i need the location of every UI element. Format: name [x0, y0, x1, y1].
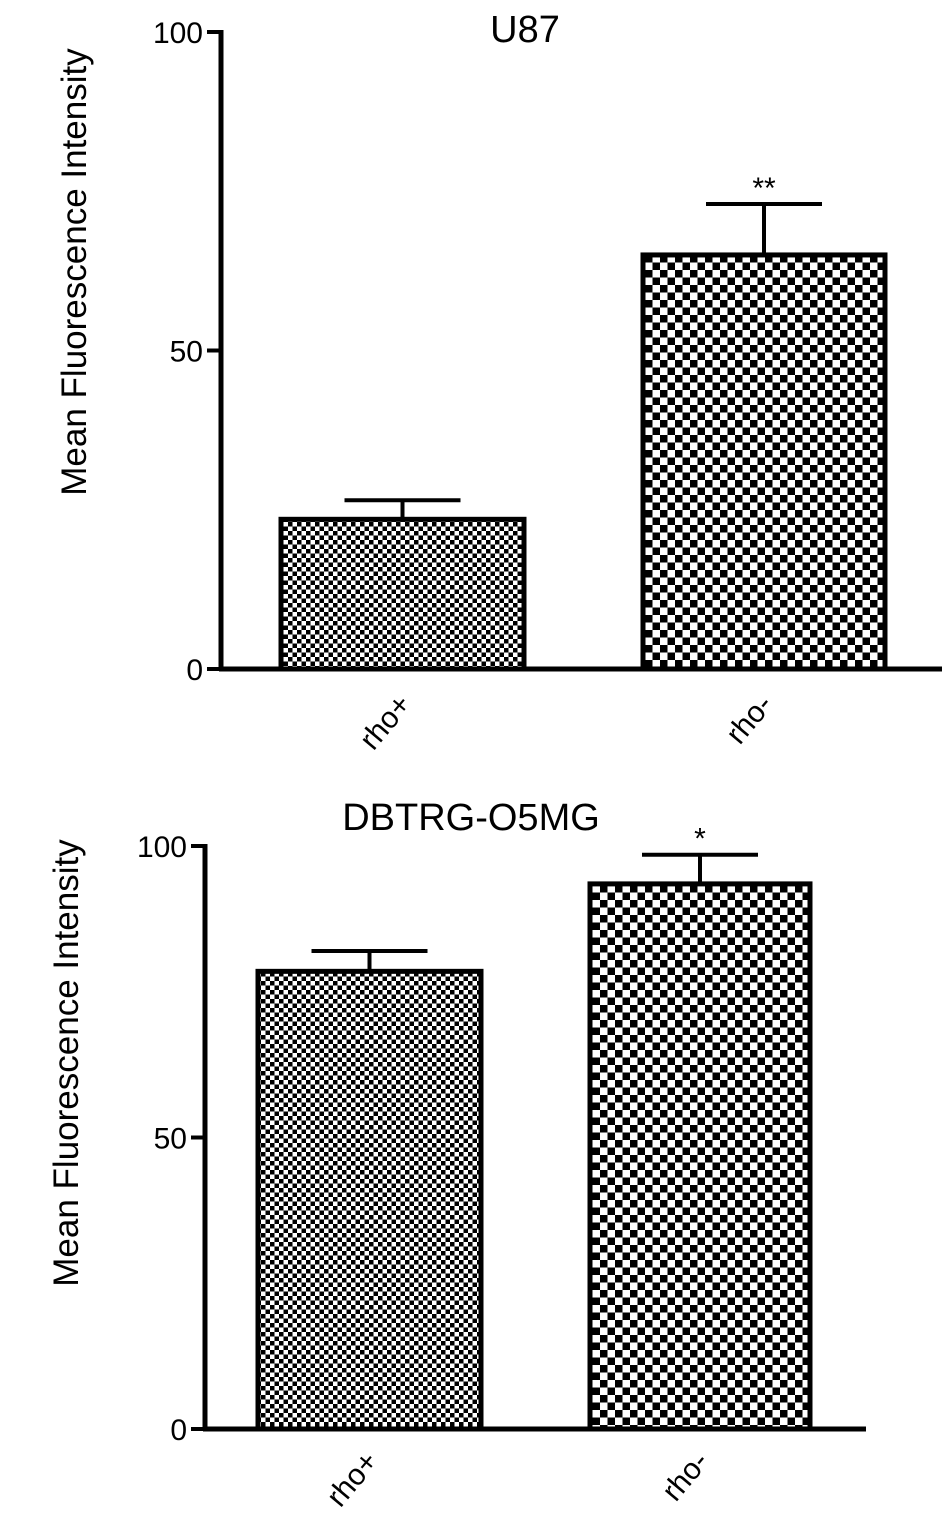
chart-u87: U87 Mean Fluorescence Intensity 0 50 100 r… [55, 9, 942, 756]
bar [640, 252, 888, 672]
bars: rho+ * rho- [255, 823, 813, 1513]
y-tick-label: 50 [154, 1123, 187, 1156]
y-tick-label: 100 [153, 17, 203, 50]
bar [278, 516, 527, 672]
x-tick-label: rho- [656, 1445, 716, 1507]
y-axis-label: Mean Fluorescence Intensity [55, 48, 94, 496]
bar [587, 881, 813, 1432]
x-tick-label: rho+ [320, 1445, 384, 1513]
x-tick-label: rho- [720, 688, 780, 750]
chart-dbtrg-o5mg: DBTRG-O5MG Mean Fluorescence Intensity 0… [47, 797, 866, 1513]
bar [255, 968, 484, 1432]
significance-label: ** [752, 172, 776, 205]
y-tick-label: 50 [170, 336, 203, 369]
chart-title: DBTRG-O5MG [342, 797, 600, 839]
y-axis-ticks: 0 50 100 [137, 831, 205, 1447]
chart-title: U87 [490, 9, 560, 51]
y-tick-label: 0 [170, 1414, 187, 1447]
x-tick-label: rho+ [353, 688, 417, 756]
y-tick-label: 0 [186, 654, 203, 687]
y-tick-label: 100 [137, 831, 187, 864]
y-axis-ticks: 0 50 100 [153, 17, 221, 687]
y-axis-label: Mean Fluorescence Intensity [47, 839, 86, 1287]
bars: rho+ ** rho- [278, 172, 888, 756]
significance-label: * [694, 823, 706, 856]
